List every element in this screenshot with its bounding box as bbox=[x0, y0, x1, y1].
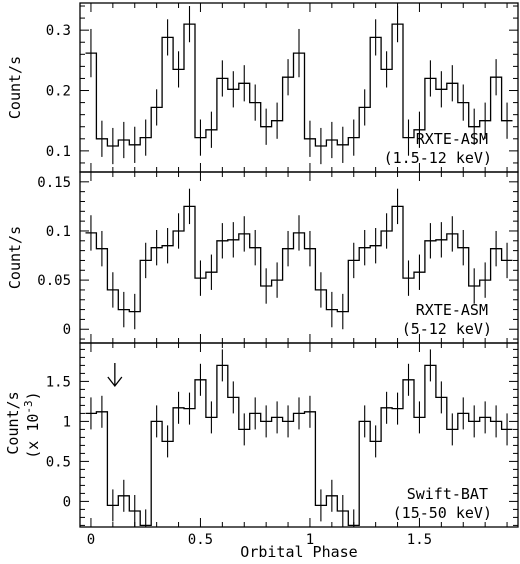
y-tick-label: 0 bbox=[63, 494, 71, 510]
panel-label-energy: (15-50 keV) bbox=[393, 504, 492, 522]
x-tick-label: 1 bbox=[306, 532, 314, 548]
panel-label-energy: (1.5-12 keV) bbox=[384, 149, 492, 167]
y-tick-label: 0.1 bbox=[46, 224, 71, 240]
y-axis-label-scale-base: (x 10 bbox=[24, 414, 42, 459]
panel-asm-2: 0 0.05 0.1 0.15 RXTE-ASM(5-12 keV) Count/s bbox=[6, 171, 519, 344]
y-axis-label: Count/s bbox=[6, 56, 24, 119]
y-axis-label: Count/s bbox=[4, 391, 22, 454]
y-tick-label: 0.2 bbox=[46, 84, 71, 100]
y-tick-label: 0.15 bbox=[37, 175, 71, 191]
panel-bat: 0 0.5 1 1.5 Swift-BAT(15-50 keV) Count/s (x 10… bbox=[4, 342, 519, 528]
panel-label-instrument: RXTE-ASM bbox=[416, 130, 488, 148]
y-tick-label: 0 bbox=[63, 322, 71, 338]
x-tick-label: 1.5 bbox=[407, 532, 432, 548]
y-axis-label-scale: (x 10-3) bbox=[22, 391, 42, 458]
panel-asm-1: 0.1 0.2 0.3 RXTE-ASM(1.5-12 keV) Count/s bbox=[6, 2, 519, 173]
x-tick-label: 0 bbox=[87, 532, 95, 548]
y-tick-label: 0.1 bbox=[46, 144, 71, 160]
y-tick-label: 0.3 bbox=[46, 23, 71, 39]
panel-label-instrument: RXTE-ASM bbox=[416, 301, 488, 319]
y-axis-label: Count/s bbox=[6, 226, 24, 289]
y-axis-label-scale-end: ) bbox=[24, 391, 42, 400]
y-tick-label: 0.05 bbox=[37, 273, 71, 289]
y-axis-label-scale-exponent: -3 bbox=[22, 400, 35, 413]
y-tick-label: 1 bbox=[63, 414, 71, 430]
x-axis-label: Orbital Phase bbox=[240, 543, 357, 561]
y-tick-label: 0.5 bbox=[46, 454, 71, 470]
y-tick-label: 1.5 bbox=[46, 374, 71, 390]
panel-label-energy: (5-12 keV) bbox=[402, 320, 492, 338]
panel-frame bbox=[79, 342, 519, 528]
panel-label-instrument: Swift-BAT bbox=[407, 485, 488, 503]
x-tick-labels: 0 0.5 1 1.5 bbox=[87, 532, 432, 548]
x-tick-label: 0.5 bbox=[188, 532, 213, 548]
down-arrow-icon bbox=[107, 376, 123, 388]
